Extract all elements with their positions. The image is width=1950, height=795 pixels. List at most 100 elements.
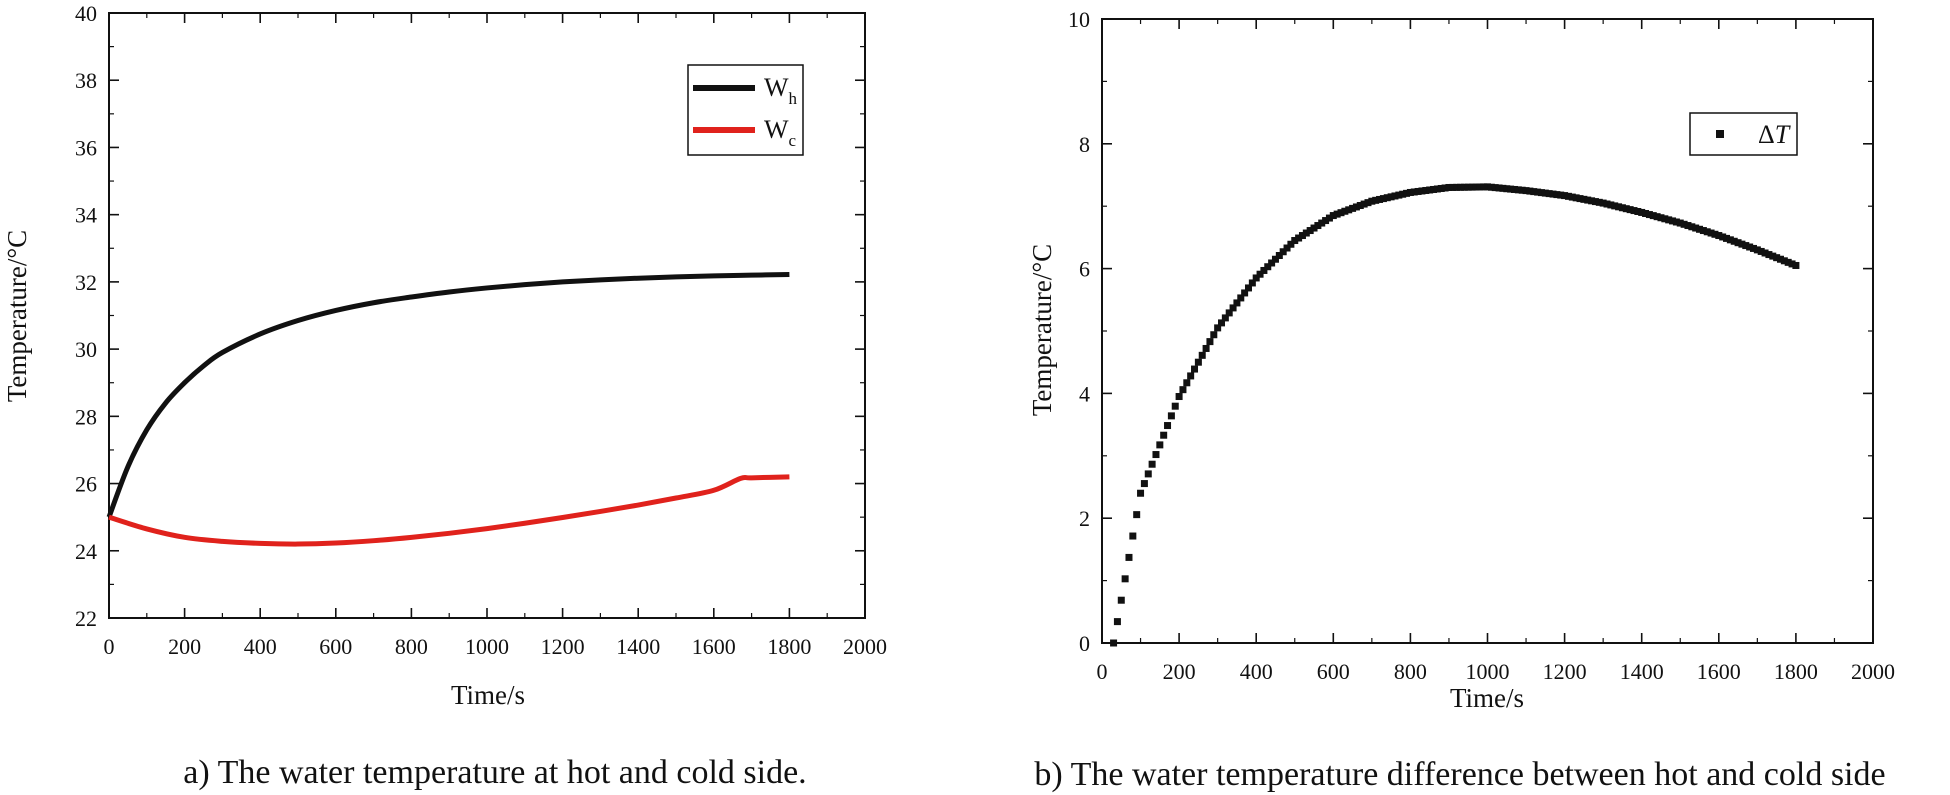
panel-b-x-tick-label: 1600: [1697, 659, 1741, 684]
series-point-delta-t: [1499, 184, 1507, 192]
panel-b-x-tick-label: 800: [1394, 659, 1427, 684]
series-point-delta-t: [1557, 191, 1565, 199]
panel-a-x-tick-label: 0: [104, 634, 115, 659]
panel-a-x-axis-title: Time/s: [451, 680, 525, 710]
series-point-delta-t: [1148, 460, 1156, 468]
series-point-delta-t: [1472, 183, 1480, 191]
series-point-delta-t: [1634, 208, 1642, 215]
series-point-delta-t: [1730, 237, 1738, 245]
series-point-delta-t: [1156, 441, 1164, 449]
series-point-delta-t: [1746, 243, 1754, 251]
panel-a-y-tick-label: 30: [75, 337, 97, 362]
series-point-delta-t: [1183, 379, 1191, 387]
panel-a-ticks: 0 200 400 600 800 1000 1200 1400 1600 1800 2000 22 2…: [75, 1, 887, 659]
series-point-delta-t: [1422, 186, 1430, 194]
series-point-delta-t: [1206, 338, 1214, 346]
series-point-delta-t: [1295, 234, 1303, 242]
series-point-delta-t: [1414, 187, 1422, 195]
series-point-delta-t: [1715, 232, 1723, 240]
panel-b-y-tick-label: 2: [1079, 506, 1090, 531]
series-point-delta-t: [1672, 218, 1680, 226]
series-point-delta-t: [1742, 242, 1750, 250]
series-point-delta-t: [1784, 258, 1792, 266]
series-point-delta-t: [1776, 255, 1784, 263]
series-point-delta-t: [1430, 185, 1438, 193]
panel-a-x-tick-label: 200: [168, 634, 201, 659]
panel-a-y-tick-label: 38: [75, 68, 97, 93]
series-point-delta-t: [1341, 207, 1349, 215]
series-point-delta-t: [1699, 227, 1707, 235]
series-point-delta-t: [1345, 206, 1353, 214]
series-point-delta-t: [1696, 225, 1704, 233]
series-point-delta-t: [1553, 191, 1561, 199]
panel-a-x-tick-label: 1600: [692, 634, 736, 659]
legend-label-delta-t-italic: T: [1775, 120, 1791, 149]
series-point-delta-t: [1194, 358, 1202, 366]
panel-a-series: [106, 271, 790, 547]
series-point-delta-t: [1433, 185, 1441, 193]
series-point-delta-t: [1437, 184, 1445, 192]
series-point-delta-t: [1615, 203, 1623, 211]
series-point-delta-t: [1352, 203, 1360, 211]
series-point-delta-t: [1495, 184, 1503, 192]
series-point-delta-t: [1160, 431, 1168, 439]
series-point-delta-t: [1518, 186, 1526, 194]
series-point-delta-t: [1576, 195, 1584, 203]
series-point-delta-t: [1738, 240, 1746, 248]
panel-a-x-tick-label: 2000: [843, 634, 887, 659]
series-line-wh: [106, 271, 790, 519]
series-point-delta-t: [1198, 351, 1206, 359]
series-point-delta-t: [1561, 192, 1569, 200]
panel-a-x-tick-label: 1400: [616, 634, 660, 659]
series-point-delta-t: [1611, 202, 1619, 210]
series-point-delta-t: [1792, 261, 1800, 269]
series-point-delta-t: [1302, 229, 1310, 237]
series-point-delta-t: [1248, 279, 1256, 287]
panel-a-y-tick-label: 22: [75, 606, 97, 631]
series-point-delta-t: [1580, 195, 1588, 203]
panel-a-y-tick-label: 26: [75, 472, 97, 497]
series-point-delta-t: [1376, 195, 1384, 203]
series-point-delta-t: [1692, 224, 1700, 232]
series-point-delta-t: [1191, 365, 1199, 373]
series-point-delta-t: [1642, 210, 1650, 217]
series-point-delta-t: [1618, 204, 1626, 212]
legend-label-delta-t-main: Δ: [1758, 120, 1775, 149]
series-point-delta-t: [1225, 309, 1233, 317]
panel-a-legend-box: [687, 64, 804, 156]
panel-b-legend: ΔT: [1689, 112, 1798, 156]
series-point-delta-t: [1534, 188, 1542, 196]
series-point-delta-t: [1464, 183, 1472, 191]
panel-b-caption: b) The water temperature difference betw…: [1034, 756, 1885, 793]
panel-b-y-tick-label: 0: [1079, 631, 1090, 656]
series-point-delta-t: [1649, 212, 1657, 220]
series-point-delta-t: [1780, 257, 1788, 265]
series-point-delta-t: [1202, 344, 1210, 352]
series-point-delta-t: [1484, 183, 1491, 191]
series-point-delta-t: [1657, 214, 1665, 222]
series-point-delta-t: [1541, 189, 1549, 197]
series-point-delta-t: [1645, 211, 1653, 219]
series-point-delta-t: [1491, 184, 1499, 192]
series-point-delta-t: [1175, 393, 1183, 401]
series-point-delta-t: [1110, 639, 1118, 647]
panel-a-x-tick-label: 1200: [541, 634, 585, 659]
series-point-delta-t: [1549, 190, 1557, 198]
panel-b-chart: 0 200 400 600 800 1000 1200 1400 1600 1800 2000 0 2 4…: [1027, 7, 1895, 793]
panel-a-x-tick-label: 1800: [767, 634, 811, 659]
series-point-delta-t: [1325, 214, 1333, 222]
series-point-delta-t: [1368, 197, 1376, 205]
series-point-delta-t: [1121, 575, 1129, 583]
panel-a-y-tick-label: 32: [75, 270, 97, 295]
panel-a-y-axis-title: Temperature/°C: [2, 230, 32, 402]
series-point-delta-t: [1410, 188, 1418, 196]
series-point-delta-t: [1669, 217, 1677, 225]
legend-label-wh: Wh: [764, 73, 798, 108]
panel-b-y-tick-label: 6: [1079, 257, 1090, 282]
panel-a-x-tick-label: 400: [244, 634, 277, 659]
panel-b-series: [1110, 183, 1800, 647]
panel-a-y-tick-label: 34: [75, 203, 97, 228]
series-point-delta-t: [1241, 289, 1249, 297]
series-point-delta-t: [1164, 422, 1172, 430]
series-point-delta-t: [1140, 480, 1148, 488]
